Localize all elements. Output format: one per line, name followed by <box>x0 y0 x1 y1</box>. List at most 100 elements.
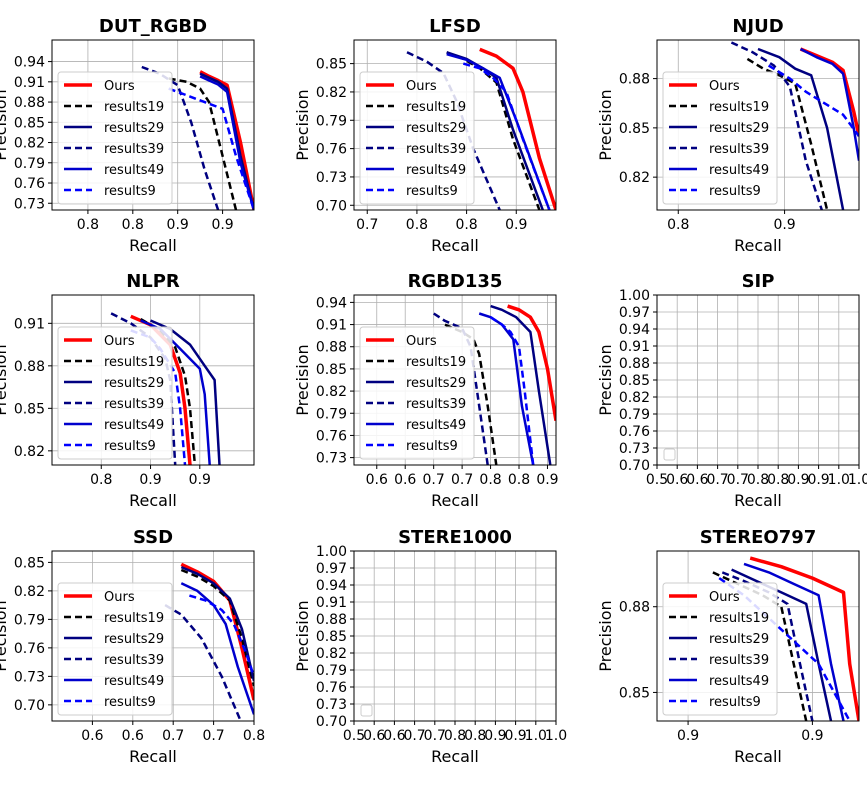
y-tick-label: 0.70 <box>14 698 45 714</box>
y-tick-label: 0.82 <box>316 646 347 662</box>
y-tick-label: 0.94 <box>316 295 347 311</box>
legend-label: results19 <box>104 355 164 370</box>
series-line-results9 <box>189 594 254 677</box>
x-tick-label: 0.9 <box>787 472 809 488</box>
x-tick-label: 0.6 <box>686 472 708 488</box>
subplot-title: SSD <box>133 527 173 548</box>
axes-frame <box>51 550 255 722</box>
series-line-results39 <box>433 312 489 465</box>
legend-label: results49 <box>104 674 164 689</box>
y-tick-label: 0.88 <box>619 72 650 88</box>
legend-label: results29 <box>104 376 164 391</box>
x-tick-label: 0.8 <box>667 217 689 233</box>
legend-label: results29 <box>104 632 164 647</box>
subplot-ssd: 0.6 0.6 0.7 0.7 0.8 0.70 0.73 0.76 0.79 0.82 0.85 S… <box>0 527 265 766</box>
y-tick-label: 1.00 <box>619 288 650 304</box>
subplot-title: SIP <box>742 271 775 292</box>
y-tick-label: 0.76 <box>316 680 347 696</box>
series-line-results9 <box>462 62 551 210</box>
legend-label: results9 <box>104 695 156 710</box>
legend-label: results9 <box>406 184 458 199</box>
y-tick-label: 0.88 <box>14 359 45 375</box>
y-tick-label: 0.91 <box>619 339 650 355</box>
y-tick-label: 0.79 <box>14 156 45 172</box>
x-tick-label: 0.8 <box>479 472 501 488</box>
legend: Ours results19 results29 results39 results49… <box>662 71 778 205</box>
series-line-ours <box>507 304 556 421</box>
x-axis-label: Recall <box>431 236 479 255</box>
x-tick-label: 0.5 <box>646 472 668 488</box>
y-tick-label: 0.82 <box>619 390 650 406</box>
axes-frame <box>51 294 255 466</box>
legend-label: results39 <box>709 142 769 157</box>
legend-label: results39 <box>104 397 164 412</box>
x-axis-label: Recall <box>734 747 782 766</box>
subplot-rgbd135: 0.6 0.6 0.7 0.7 0.8 0.8 0.9 0.73 0.76 0.79 0.82 0.8… <box>293 271 559 510</box>
legend-label: Ours <box>709 79 740 94</box>
y-tick-label: 0.73 <box>316 451 347 467</box>
x-tick-label: 0.6 <box>81 728 103 744</box>
x-axis-label: Recall <box>129 236 177 255</box>
y-tick-label: 0.94 <box>316 578 347 594</box>
legend-label: Ours <box>104 334 135 349</box>
x-tick-label: 0.9 <box>536 472 558 488</box>
legend-label: results29 <box>406 376 466 391</box>
x-tick-label: 0.8 <box>77 217 99 233</box>
x-tick-label: 0.9 <box>211 217 233 233</box>
legend-label: Ours <box>709 590 740 605</box>
x-tick-label: 0.9 <box>504 728 526 744</box>
legend-label: results49 <box>104 163 164 178</box>
legend-label: results9 <box>104 184 156 199</box>
y-tick-label: 0.91 <box>14 316 45 332</box>
series-line-results9 <box>767 64 859 137</box>
x-tick-label: 0.6 <box>122 728 144 744</box>
subplot-nlpr: 0.8 0.9 0.9 0.82 0.85 0.88 0.91 NLPR Recall Preci… <box>0 271 255 510</box>
legend: Ours results19 results29 results39 results49… <box>57 71 173 205</box>
y-tick-label: 0.97 <box>316 561 347 577</box>
y-axis-label: Precision <box>293 600 312 671</box>
x-tick-label: 0.7 <box>706 472 728 488</box>
y-tick-label: 0.70 <box>619 458 650 474</box>
y-tick-label: 0.88 <box>619 356 650 372</box>
series-line-results29 <box>199 72 254 210</box>
series-line-results49 <box>199 75 254 210</box>
x-axis-label: Recall <box>431 747 479 766</box>
x-tick-label: 1.0 <box>848 472 867 488</box>
legend-label: Ours <box>104 590 135 605</box>
y-tick-label: 0.88 <box>619 600 650 616</box>
legend-label: results29 <box>406 121 466 136</box>
legend: Ours results19 results29 results39 results49… <box>359 326 475 460</box>
series-line-results49 <box>478 312 535 465</box>
legend-label: results49 <box>709 163 769 178</box>
legend: Ours results19 results29 results39 results49… <box>57 326 173 460</box>
y-axis-label: Precision <box>0 344 10 415</box>
axes-frame <box>51 39 255 211</box>
y-tick-label: 0.85 <box>619 685 650 701</box>
y-tick-label: 0.88 <box>14 95 45 111</box>
legend-label: results49 <box>709 674 769 689</box>
series-line-results19 <box>746 57 829 210</box>
y-tick-label: 0.91 <box>316 318 347 334</box>
y-tick-label: 0.70 <box>316 714 347 730</box>
y-tick-label: 0.79 <box>316 406 347 422</box>
x-tick-label: 0.8 <box>444 728 466 744</box>
x-tick-label: 0.8 <box>90 472 112 488</box>
legend-label: results19 <box>104 100 164 115</box>
y-tick-label: 0.85 <box>316 629 347 645</box>
y-axis-label: Precision <box>293 89 312 160</box>
series-line-results29 <box>490 304 552 465</box>
legend-label: results29 <box>104 121 164 136</box>
subplot-title: STERE1000 <box>398 527 512 548</box>
series-line-results29 <box>757 47 845 210</box>
y-tick-label: 0.76 <box>14 176 45 192</box>
x-tick-label: 0.7 <box>356 217 378 233</box>
x-tick-label: 0.9 <box>189 472 211 488</box>
x-tick-label: 0.9 <box>167 217 189 233</box>
y-axis-label: Precision <box>596 600 615 671</box>
series-line-results49 <box>743 562 845 721</box>
y-tick-label: 0.85 <box>619 121 650 137</box>
legend-label: results19 <box>709 611 769 626</box>
series-line-results49 <box>799 47 859 161</box>
legend-label: Ours <box>406 334 437 349</box>
series-line-results29 <box>731 568 833 721</box>
